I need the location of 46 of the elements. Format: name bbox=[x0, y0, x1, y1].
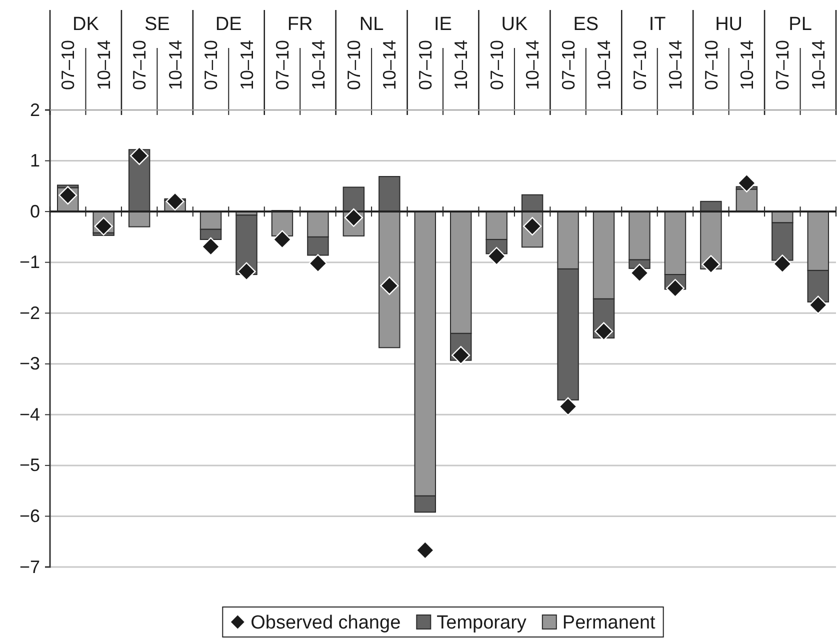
text: PL bbox=[788, 14, 812, 35]
x-tick-label: 10–14 bbox=[808, 40, 828, 90]
x-tick-label: 10–14 bbox=[380, 40, 400, 90]
legend-label: Permanent bbox=[562, 612, 656, 634]
x-tick-label: 07–10 bbox=[558, 40, 578, 90]
text: SE bbox=[144, 14, 170, 35]
x-tick-label: 10–14 bbox=[666, 40, 686, 90]
y-tick-label: −6 bbox=[19, 506, 40, 526]
x-tick-label: 07–10 bbox=[630, 40, 650, 90]
legend-label: Observed change bbox=[250, 612, 401, 634]
y-tick-label: −5 bbox=[19, 455, 40, 476]
x-tick-label: 07–10 bbox=[344, 40, 364, 90]
x-tick-label: 07–10 bbox=[272, 40, 293, 90]
x-tick-label: 10–14 bbox=[308, 40, 328, 90]
y-tick-label: −1 bbox=[19, 252, 40, 272]
x-tick-label: 10–14 bbox=[594, 40, 614, 90]
x-tick-label: 10–14 bbox=[165, 40, 186, 90]
text: DE bbox=[215, 14, 242, 35]
x-tick-label: 10–14 bbox=[736, 40, 757, 90]
x-tick-label: 07–10 bbox=[415, 40, 436, 90]
y-tick-label: −2 bbox=[19, 302, 40, 323]
x-tick-label: 10–14 bbox=[451, 40, 472, 90]
x-tick-label: 10–14 bbox=[522, 40, 543, 90]
text: IT bbox=[648, 14, 666, 35]
x-tick-label: 07–10 bbox=[772, 40, 793, 90]
x-tick-label: 07–10 bbox=[58, 40, 78, 90]
y-tick-label: 0 bbox=[30, 201, 40, 222]
text: IE bbox=[434, 14, 452, 35]
text: HU bbox=[715, 14, 743, 35]
x-tick-label: 07–10 bbox=[130, 40, 150, 90]
x-tick-label: 07–10 bbox=[201, 40, 222, 90]
x-tick-label: 07–10 bbox=[486, 40, 507, 90]
y-tick-label: −4 bbox=[19, 404, 40, 424]
y-tick-label: 2 bbox=[30, 100, 40, 120]
x-tick-label: 10–14 bbox=[94, 40, 114, 90]
legend-label: Temporary bbox=[436, 612, 527, 634]
text: ES bbox=[573, 14, 599, 35]
text: NL bbox=[359, 14, 384, 35]
x-tick-label: 07–10 bbox=[701, 40, 722, 90]
y-tick-label: −3 bbox=[19, 354, 40, 374]
x-tick-label: 10–14 bbox=[236, 40, 257, 90]
y-tick-label: −7 bbox=[19, 556, 40, 577]
y-tick-label: 1 bbox=[30, 150, 40, 171]
text: DK bbox=[72, 14, 100, 35]
text: FR bbox=[287, 14, 313, 35]
text: UK bbox=[501, 14, 528, 35]
